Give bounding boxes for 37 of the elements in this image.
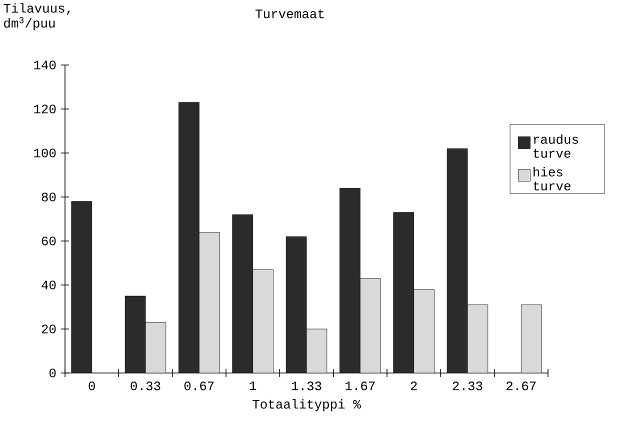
bar bbox=[360, 278, 381, 373]
x-tick-label: 1.67 bbox=[346, 382, 375, 390]
bar bbox=[520, 304, 542, 373]
x-tick-label: 2.67 bbox=[506, 382, 536, 390]
x-tick-label: 0.67 bbox=[184, 382, 214, 390]
y-tick-label: 60 bbox=[42, 236, 56, 246]
bar bbox=[252, 269, 274, 373]
x-tick-label: 2 bbox=[410, 382, 417, 390]
bar bbox=[178, 102, 200, 373]
y-axis-title: Tilavuus, dm$^{3}$/puu bbox=[4, 3, 70, 30]
chart-title: Turvemaat bbox=[256, 10, 324, 18]
legend-label: hies turve bbox=[534, 166, 570, 190]
x-tick-label: 2.33 bbox=[452, 382, 482, 390]
x-tick-label: 1.33 bbox=[292, 382, 322, 390]
y-tick-label: 0 bbox=[49, 368, 56, 378]
y-tick-label: 120 bbox=[34, 104, 56, 114]
y-tick-label: 40 bbox=[42, 280, 56, 290]
bar bbox=[145, 322, 166, 373]
x-tick-label: 0.33 bbox=[130, 382, 160, 390]
bar bbox=[414, 289, 434, 373]
bar bbox=[232, 214, 254, 373]
bar bbox=[340, 188, 360, 373]
bar bbox=[71, 201, 92, 373]
y-tick-label: 80 bbox=[42, 192, 56, 202]
bar bbox=[286, 236, 307, 373]
bar bbox=[393, 212, 414, 373]
y-tick-label: 140 bbox=[34, 60, 56, 70]
bar bbox=[198, 232, 220, 373]
bar bbox=[446, 148, 468, 373]
bar bbox=[467, 304, 488, 373]
x-tick-label: 1 bbox=[250, 382, 256, 390]
y-tick-label: 100 bbox=[34, 148, 56, 158]
bar bbox=[306, 328, 328, 373]
x-axis-title: Totaalityppi % bbox=[252, 399, 361, 412]
y-tick-label: 20 bbox=[42, 324, 56, 334]
bar bbox=[124, 296, 146, 373]
x-tick-label: 0 bbox=[88, 382, 95, 390]
